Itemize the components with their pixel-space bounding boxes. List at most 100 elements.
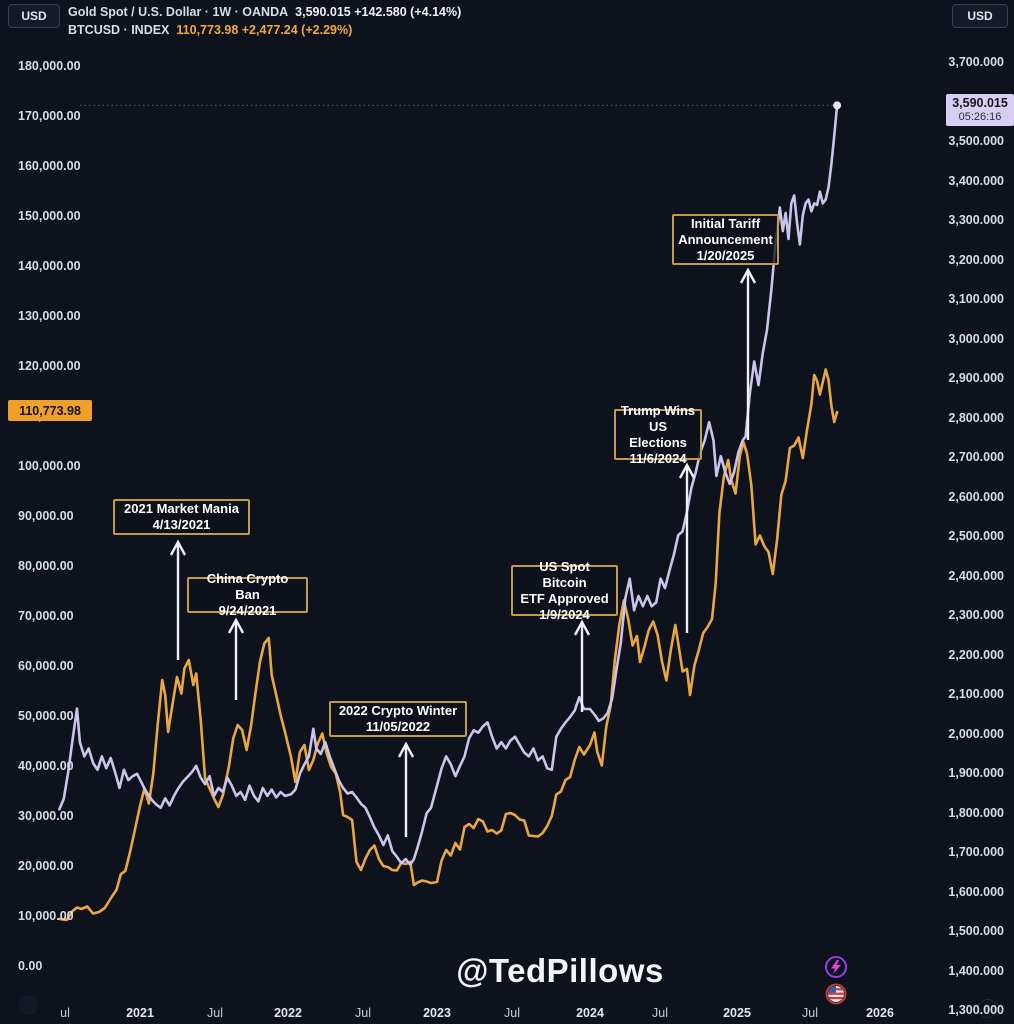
btc-legend-values: 110,773.98 +2,477.24 (+2.29%) [176, 23, 353, 37]
gold-series-line [58, 104, 839, 866]
right-axis-tick: 1,500.000 [948, 924, 1004, 938]
left-axis-tick: 90,000.00 [18, 509, 74, 523]
annotation-arrow [678, 462, 696, 633]
event-annotation-box[interactable]: Initial Tariff Announcement 1/20/2025 [672, 214, 779, 265]
annotation-text-line: 1/20/2025 [696, 247, 755, 263]
annotation-arrow [397, 741, 415, 837]
time-axis-tick[interactable]: 2023 [423, 1006, 451, 1020]
event-annotation-box[interactable]: Trump Wins US Elections 11/6/2024 [614, 403, 702, 466]
right-axis-tick: 3,400.000 [948, 173, 1004, 188]
annotation-text-line: Announcement [678, 231, 773, 247]
right-axis-tick: 2,100.000 [948, 687, 1004, 701]
auto-scale-icon[interactable]: A [978, 999, 997, 1018]
gold-last-price-marker: 3,590.015 05:26:16 [946, 94, 1014, 126]
left-axis-tick: 20,000.00 [18, 859, 74, 873]
faded-corner-badge-icon [19, 996, 38, 1015]
watermark-handle: @TedPillows [456, 952, 664, 989]
left-axis-tick: 60,000.00 [18, 659, 74, 673]
event-annotation-box[interactable]: 2021 Market Mania 4/13/2021 [113, 499, 250, 535]
time-axis-tick[interactable]: Jul [802, 1006, 818, 1020]
right-axis-tick: 2,700.000 [948, 450, 1004, 464]
right-axis-tick: 1,300.000 [948, 1003, 1004, 1017]
left-axis-tick: 170,000.00 [18, 109, 81, 123]
annotation-text-line: US Elections [629, 418, 687, 450]
annotation-text-line: 9/24/2021 [218, 603, 277, 618]
annotation-text-line: 11/6/2024 [629, 450, 687, 466]
left-axis-tick: 130,000.00 [18, 309, 81, 323]
right-axis-tick: 3,700.000 [948, 55, 1004, 69]
right-axis-tick: 1,800.000 [948, 805, 1004, 820]
gold-bar-countdown: 05:26:16 [958, 111, 1002, 123]
btc-series-line [58, 368, 839, 922]
right-axis-tick: 2,800.000 [948, 410, 1004, 425]
left-axis-tick: 100,000.00 [18, 459, 81, 473]
right-axis-tick: 3,300.000 [948, 213, 1004, 227]
annotation-text-line: 2022 Crypto Winter [338, 703, 458, 718]
right-axis-tick: 3,200.000 [948, 252, 1004, 267]
event-annotation-box[interactable]: China Crypto Ban 9/24/2021 [187, 571, 308, 618]
time-axis-tick[interactable]: 2022 [274, 1006, 302, 1020]
annotation-arrow [739, 267, 757, 440]
right-axis-tick: 2,900.000 [948, 371, 1004, 385]
time-axis-tick[interactable]: Jul [652, 1006, 668, 1020]
btc-symbol-title: BTCUSD · INDEX [68, 23, 170, 37]
annotation-text-line: Trump Wins [620, 402, 696, 418]
us-flag-event-icon[interactable] [825, 983, 847, 1005]
right-axis-tick: 2,500.000 [948, 529, 1004, 543]
right-axis-tick: 1,600.000 [948, 884, 1004, 899]
left-axis-tick: 120,000.00 [18, 359, 81, 373]
right-axis-tick: 3,500.000 [948, 134, 1004, 148]
annotation-text-line: US Spot Bitcoin [539, 558, 590, 590]
right-axis-tick: 2,300.000 [948, 608, 1004, 622]
right-axis-tick: 3,100.000 [948, 292, 1004, 306]
time-axis-tick[interactable]: 2025 [723, 1006, 751, 1020]
time-axis-tick[interactable]: 2024 [576, 1006, 604, 1020]
left-axis-tick: 180,000.00 [18, 59, 81, 73]
annotation-text-line: ETF Approved [520, 590, 609, 606]
time-axis-tick[interactable]: ul [60, 1006, 70, 1020]
right-axis-tick: 1,400.000 [948, 963, 1004, 978]
annotation-text-line: 1/9/2024 [539, 606, 590, 622]
left-axis-tick: 150,000.00 [18, 209, 81, 223]
right-axis-currency-button[interactable]: USD [952, 4, 1008, 28]
left-axis-tick: 30,000.00 [18, 809, 74, 823]
right-axis-tick: 2,600.000 [948, 489, 1004, 504]
right-axis-tick: 1,900.000 [948, 766, 1004, 780]
legend-gold-row[interactable]: Gold Spot / U.S. Dollar · 1W · OANDA 3,59… [68, 5, 461, 19]
event-annotation-box[interactable]: US Spot Bitcoin ETF Approved 1/9/2024 [511, 559, 618, 622]
time-axis-tick[interactable]: Jul [355, 1006, 371, 1020]
annotation-arrow [227, 617, 245, 700]
right-axis-tick: 2,200.000 [948, 647, 1004, 662]
lightning-event-icon[interactable] [824, 955, 848, 979]
left-axis-currency-button[interactable]: USD [8, 4, 60, 28]
left-axis-tick: 40,000.00 [18, 759, 74, 773]
annotation-text-line: 2021 Market Mania [124, 501, 239, 516]
left-axis-tick: 140,000.00 [18, 259, 81, 273]
annotation-text-line: China Crypto Ban [206, 571, 289, 602]
gold-last-point-dot [833, 101, 842, 110]
time-axis-tick[interactable]: Jul [504, 1006, 520, 1020]
left-axis-tick: 80,000.00 [18, 559, 74, 573]
time-axis-tick[interactable]: 2021 [126, 1006, 154, 1020]
annotation-text-line: Initial Tariff [690, 215, 761, 231]
annotation-arrow [169, 539, 187, 660]
right-axis-tick: 3,000.000 [948, 331, 1004, 346]
gold-legend-values: 3,590.015 +142.580 (+4.14%) [295, 5, 462, 19]
btc-last-price-marker: 110,773.98 [8, 400, 92, 421]
right-axis-tick: 2,000.000 [948, 726, 1004, 741]
left-axis-tick: 50,000.00 [18, 709, 74, 723]
event-annotation-box[interactable]: 2022 Crypto Winter 11/05/2022 [329, 701, 467, 737]
left-axis-tick: 70,000.00 [18, 609, 74, 623]
right-axis-tick: 2,400.000 [948, 568, 1004, 583]
right-axis-tick: 1,700.000 [948, 845, 1004, 859]
legend-btc-row[interactable]: BTCUSD · INDEX 110,773.98 +2,477.24 (+2.2… [68, 23, 352, 37]
left-axis-tick: 10,000.00 [18, 909, 74, 923]
time-axis-tick[interactable]: 2026 [866, 1006, 894, 1020]
left-axis-tick: 0.00 [18, 959, 43, 973]
time-axis-tick[interactable]: Jul [207, 1006, 223, 1020]
gold-symbol-title: Gold Spot / U.S. Dollar · 1W · OANDA [68, 5, 289, 19]
annotation-text-line: 11/05/2022 [365, 719, 431, 734]
annotation-text-line: 4/13/2021 [152, 517, 211, 532]
